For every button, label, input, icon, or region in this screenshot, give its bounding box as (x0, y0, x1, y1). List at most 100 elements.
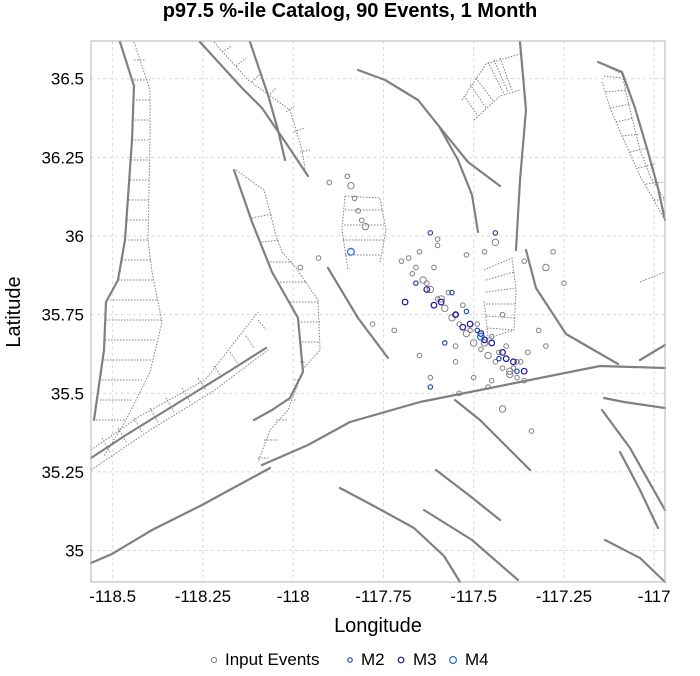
plot-frame (90, 40, 666, 583)
m3-event-point (499, 348, 506, 356)
plot-background (91, 41, 665, 582)
fault-trace (603, 538, 667, 584)
input-event-point (398, 258, 405, 264)
input-event-point (528, 428, 535, 434)
input-event-point (405, 255, 412, 261)
input-event-point (496, 349, 502, 356)
input-event-point (521, 377, 528, 384)
m3-event-point (423, 286, 431, 293)
input-event-point (344, 173, 351, 180)
x-tick-label: -117 (638, 587, 671, 606)
input-event-point (525, 349, 531, 356)
input-event-point (514, 359, 520, 365)
x-tick-label: -118.5 (89, 587, 136, 606)
fault-trace (422, 508, 520, 582)
m3-event-point (437, 298, 445, 306)
m2-event-point (427, 230, 434, 236)
input-event-point (355, 208, 361, 214)
fault-trace (618, 450, 660, 530)
x-tick-label: -118.25 (175, 587, 231, 606)
m2-event-point (413, 280, 419, 286)
input-event-point (426, 285, 435, 294)
input-event-point (326, 179, 333, 186)
input-event-point (492, 359, 499, 365)
y-tick-label: 35 (65, 542, 84, 561)
chart-title: p97.5 %-ile Catalog, 90 Events, 1 Month (163, 0, 538, 22)
input-event-point (478, 346, 484, 353)
input-event-point (463, 252, 470, 258)
legend-label-m3: M3 (413, 650, 437, 669)
fault-zone-outline (483, 257, 517, 339)
y-tick-label: 35.75 (41, 306, 84, 325)
input-event-point (413, 264, 419, 271)
fault-trace (338, 486, 462, 584)
m2-event-point (427, 384, 434, 390)
input-event-point (521, 258, 528, 264)
fault-trace (438, 126, 480, 234)
input-event-point (506, 367, 514, 375)
input-event-point (361, 222, 370, 231)
input-event-point (467, 327, 473, 334)
m4-event-point (346, 247, 355, 256)
fault-zone-outline (90, 311, 269, 471)
input-event-point (470, 374, 477, 381)
m2-event-point (463, 308, 470, 315)
m4-points (346, 247, 485, 341)
y-tick-label: 35.25 (41, 463, 84, 482)
fault-trace (248, 40, 287, 162)
m3-event-point (430, 301, 438, 309)
fault-zone-hatch (485, 271, 517, 331)
fault-zone-hatching (90, 41, 666, 471)
fault-zone-hatch (603, 75, 665, 201)
m3-event-point (509, 358, 517, 366)
input-event-point (452, 359, 459, 365)
input-event-point (550, 248, 556, 255)
fault-zone-outline (103, 41, 163, 457)
legend: Input Events M2 M3 M4 (210, 650, 489, 669)
input-event-point (517, 359, 524, 365)
m3-event-point (401, 298, 409, 306)
fault-trace (596, 60, 667, 222)
input-event-point (498, 405, 507, 413)
input-event-point (561, 280, 567, 286)
input-event-point (456, 321, 463, 327)
input-event-point (499, 311, 506, 318)
legend-label-input-events: Input Events (225, 650, 320, 669)
input-event-point (542, 263, 550, 272)
m3-event-point (502, 355, 510, 363)
input-event-point (409, 270, 416, 277)
input-event-point (485, 384, 491, 390)
input-event-point (503, 343, 509, 349)
fault-zone-hatch (463, 57, 513, 117)
plot-area (89, 40, 667, 584)
input-event-point (506, 370, 514, 379)
input-event-point (358, 217, 365, 224)
legend-marker-m3 (397, 656, 405, 664)
input-event-point (315, 255, 322, 261)
input-event-point (456, 390, 463, 397)
fault-zone-hatch (101, 319, 267, 453)
input-event-point (488, 333, 495, 340)
fault-trace (326, 266, 390, 360)
fault-zone-outline (213, 41, 321, 463)
input-event-point (369, 321, 376, 327)
input-event-point (481, 248, 488, 255)
fault-trace (198, 40, 310, 178)
fault-trace (434, 468, 502, 522)
input-event-point (480, 339, 489, 347)
x-axis-label: Longitude (334, 615, 422, 637)
x-tick-label: -117.75 (355, 587, 411, 606)
fault-trace (514, 40, 528, 252)
m4-event-point (476, 332, 485, 341)
fault-trace (600, 408, 667, 512)
legend-marker-input-events (210, 656, 218, 664)
input-event-point (452, 343, 459, 349)
fault-trace (356, 68, 502, 188)
input-event-point (491, 238, 500, 247)
y-axis-label: Latitude (3, 276, 25, 347)
m3-event-point (520, 367, 528, 375)
input-event-point (469, 339, 478, 347)
fault-trace (524, 248, 620, 366)
input-event-point (484, 351, 492, 360)
fault-trace (89, 346, 268, 460)
